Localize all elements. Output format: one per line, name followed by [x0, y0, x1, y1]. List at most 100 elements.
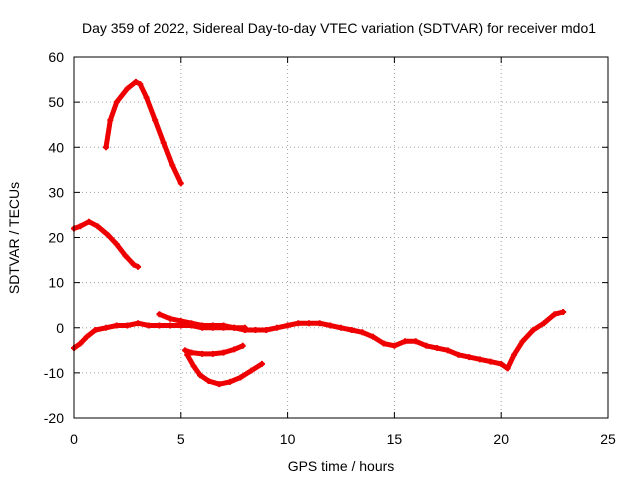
data-point	[412, 338, 419, 345]
data-point	[540, 320, 547, 327]
y-tick-label: 0	[56, 320, 64, 336]
data-point	[370, 333, 377, 340]
data-point	[145, 322, 152, 329]
data-point	[167, 322, 174, 329]
data-point	[169, 162, 176, 169]
data-point	[156, 311, 163, 318]
data-point	[305, 320, 312, 327]
plot-frame	[73, 56, 609, 419]
data-point	[273, 324, 280, 331]
data-point	[231, 324, 238, 331]
x-axis-ticks: 0 5 10 15 20 25	[70, 57, 616, 447]
x-tick-label: 15	[387, 431, 403, 447]
data-point	[511, 351, 518, 358]
data-point	[135, 320, 142, 327]
data-point	[476, 356, 483, 363]
series-layer	[71, 78, 567, 388]
data-point	[107, 117, 114, 124]
data-point	[252, 327, 259, 334]
data-point	[103, 324, 110, 331]
x-tick-label: 10	[280, 431, 296, 447]
data-point	[209, 322, 216, 329]
data-point	[190, 363, 197, 370]
data-point	[113, 99, 120, 106]
y-tick-label: -10	[44, 365, 64, 381]
y-tick-label: -20	[44, 410, 64, 426]
data-point	[205, 377, 212, 384]
data-point	[167, 315, 174, 322]
data-point	[327, 322, 334, 329]
data-point	[177, 180, 184, 187]
data-point	[380, 340, 387, 347]
data-point	[248, 367, 255, 374]
data-point	[530, 327, 537, 334]
data-point	[498, 360, 505, 367]
x-axis-label: GPS time / hours	[288, 458, 395, 474]
y-tick-label: 10	[48, 275, 64, 291]
y-tick-label: 50	[48, 94, 64, 110]
data-point	[434, 345, 441, 352]
data-point	[348, 327, 355, 334]
data-point	[177, 317, 184, 324]
data-point	[103, 144, 110, 151]
data-point	[135, 263, 142, 270]
data-point	[124, 85, 131, 92]
data-point	[137, 81, 144, 88]
data-point	[444, 347, 451, 354]
data-point	[295, 320, 302, 327]
data-point	[338, 324, 344, 331]
data-point	[284, 322, 291, 329]
data-point	[231, 346, 238, 353]
data-point	[105, 232, 112, 239]
data-point	[263, 327, 270, 334]
y-tick-label: 30	[48, 184, 64, 200]
grid-lines	[74, 57, 608, 418]
series-line-arc-2	[71, 219, 141, 270]
y-tick-label: 40	[48, 139, 64, 155]
data-point	[519, 338, 526, 345]
x-tick-label: 25	[600, 431, 616, 447]
data-point	[241, 324, 248, 331]
data-point	[239, 342, 246, 349]
y-axis-label: SDTVAR / TECUs	[6, 182, 22, 294]
data-point	[143, 94, 150, 101]
data-point	[199, 350, 206, 357]
data-point	[316, 320, 323, 327]
x-tick-label: 5	[177, 431, 185, 447]
data-point	[160, 139, 167, 146]
series-line-arc-1	[103, 79, 184, 186]
data-point	[83, 333, 90, 340]
y-axis-ticks: -20 -10 0 10 20 30 40 50 60	[44, 49, 608, 426]
data-point	[85, 218, 92, 225]
data-point	[220, 322, 227, 329]
data-point	[402, 338, 409, 345]
data-point	[391, 342, 398, 349]
data-point	[188, 349, 195, 356]
x-tick-label: 0	[70, 431, 78, 447]
data-point	[216, 381, 223, 388]
data-point	[77, 223, 84, 230]
y-tick-label: 20	[48, 230, 64, 246]
data-point	[156, 322, 163, 329]
data-point	[199, 322, 206, 329]
data-point	[209, 350, 216, 357]
data-point	[237, 374, 244, 381]
data-point	[113, 241, 120, 248]
data-point	[258, 360, 265, 367]
data-point	[455, 351, 462, 358]
data-point	[94, 223, 101, 230]
data-point	[130, 261, 137, 268]
data-point	[423, 342, 430, 349]
data-point	[184, 351, 191, 358]
data-point	[152, 117, 159, 124]
data-point	[122, 252, 129, 259]
data-point	[220, 349, 227, 356]
data-point	[92, 327, 99, 334]
data-point	[182, 347, 189, 354]
data-point	[188, 320, 195, 327]
data-point	[113, 322, 120, 329]
data-point	[77, 340, 84, 347]
data-point	[487, 358, 494, 365]
y-tick-label: 60	[48, 49, 64, 65]
